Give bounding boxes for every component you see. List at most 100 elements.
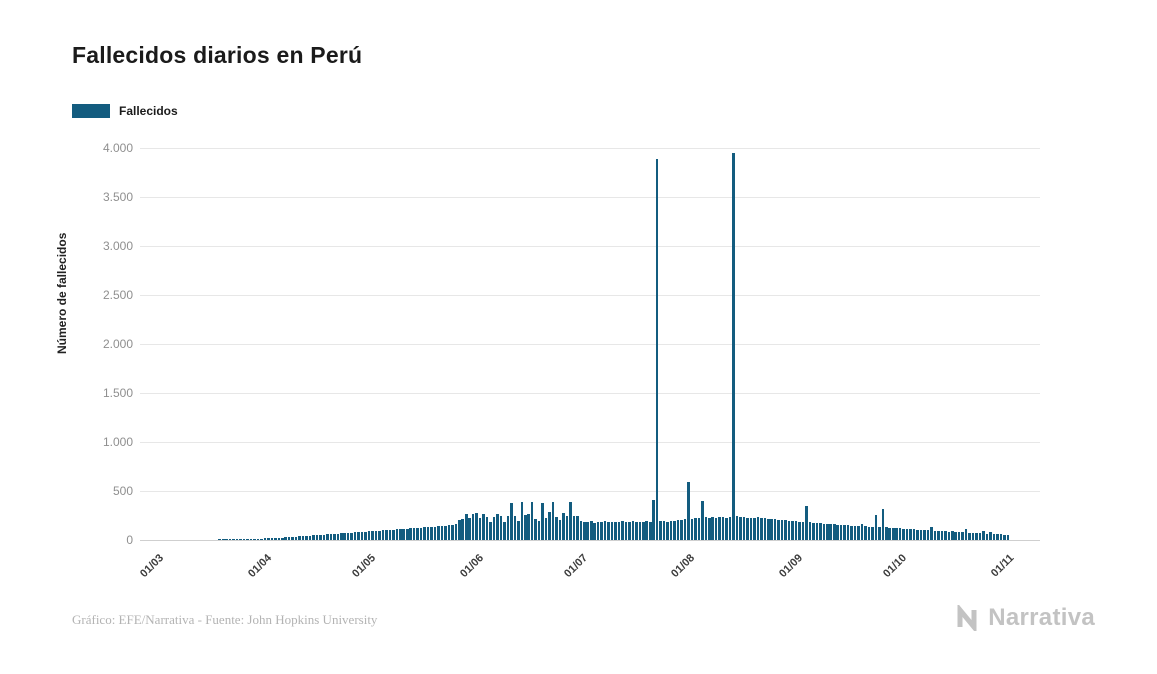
- bar[interactable]: [482, 514, 485, 540]
- bar[interactable]: [701, 500, 704, 540]
- bar[interactable]: [801, 521, 805, 540]
- bar[interactable]: [319, 534, 322, 540]
- bar[interactable]: [631, 521, 635, 540]
- bar[interactable]: [586, 521, 590, 540]
- bar[interactable]: [905, 529, 909, 540]
- bar[interactable]: [669, 521, 673, 540]
- bar[interactable]: [447, 525, 451, 540]
- bar[interactable]: [576, 515, 579, 540]
- bar[interactable]: [919, 530, 923, 540]
- bar[interactable]: [902, 528, 905, 540]
- bar[interactable]: [860, 524, 864, 540]
- bar[interactable]: [346, 532, 350, 540]
- bar[interactable]: [280, 537, 284, 540]
- bar[interactable]: [374, 530, 378, 540]
- bar[interactable]: [395, 529, 399, 540]
- bar[interactable]: [808, 522, 812, 540]
- bar[interactable]: [749, 517, 753, 540]
- bar[interactable]: [996, 534, 999, 540]
- bar[interactable]: [336, 533, 340, 540]
- bar[interactable]: [246, 539, 249, 540]
- bar[interactable]: [912, 529, 916, 540]
- bar[interactable]: [378, 530, 381, 540]
- bar[interactable]: [794, 521, 798, 540]
- bar[interactable]: [628, 521, 631, 540]
- bar[interactable]: [600, 521, 603, 540]
- bar[interactable]: [360, 531, 364, 540]
- bar[interactable]: [464, 514, 468, 540]
- bar[interactable]: [944, 531, 947, 540]
- bar[interactable]: [256, 538, 260, 540]
- bar[interactable]: [607, 521, 610, 540]
- bar[interactable]: [659, 520, 662, 540]
- bar[interactable]: [697, 517, 701, 540]
- bar[interactable]: [294, 536, 298, 540]
- bar[interactable]: [711, 517, 714, 540]
- bar[interactable]: [555, 517, 558, 540]
- bar[interactable]: [589, 521, 593, 540]
- bar[interactable]: [520, 502, 524, 540]
- bar[interactable]: [364, 531, 367, 540]
- bar[interactable]: [242, 539, 246, 540]
- bar[interactable]: [506, 516, 510, 540]
- bar[interactable]: [642, 521, 645, 540]
- bar[interactable]: [596, 522, 600, 540]
- bar[interactable]: [954, 531, 958, 540]
- bar[interactable]: [267, 538, 270, 540]
- bar[interactable]: [253, 538, 256, 540]
- bar[interactable]: [412, 528, 416, 540]
- bar[interactable]: [975, 533, 978, 540]
- bar[interactable]: [558, 520, 562, 540]
- bar[interactable]: [225, 539, 228, 540]
- bar[interactable]: [569, 502, 572, 540]
- bar[interactable]: [635, 521, 638, 540]
- bar[interactable]: [957, 532, 961, 540]
- bar[interactable]: [694, 518, 697, 540]
- bar[interactable]: [228, 539, 232, 540]
- bar[interactable]: [329, 534, 333, 540]
- bar[interactable]: [839, 524, 843, 540]
- bar[interactable]: [260, 538, 263, 540]
- bar[interactable]: [430, 526, 433, 540]
- bar[interactable]: [312, 535, 315, 540]
- bar[interactable]: [843, 525, 846, 540]
- bar[interactable]: [777, 519, 780, 540]
- bar[interactable]: [402, 529, 406, 540]
- bar[interactable]: [780, 519, 784, 540]
- bar[interactable]: [1003, 534, 1006, 540]
- bar[interactable]: [999, 534, 1003, 540]
- bar[interactable]: [645, 521, 649, 540]
- bar[interactable]: [916, 529, 919, 540]
- bar[interactable]: [572, 516, 576, 540]
- bar[interactable]: [298, 536, 301, 540]
- bar[interactable]: [478, 517, 482, 540]
- bar[interactable]: [648, 521, 652, 540]
- bar[interactable]: [787, 520, 791, 540]
- bar[interactable]: [926, 530, 930, 540]
- bar[interactable]: [274, 537, 277, 540]
- bar[interactable]: [857, 526, 860, 540]
- bar[interactable]: [322, 534, 326, 540]
- bar[interactable]: [249, 538, 253, 540]
- bar[interactable]: [339, 533, 343, 540]
- bar[interactable]: [235, 539, 239, 540]
- bar[interactable]: [534, 518, 537, 540]
- bar[interactable]: [909, 529, 912, 540]
- bar[interactable]: [707, 517, 711, 540]
- bar[interactable]: [287, 537, 291, 540]
- bar[interactable]: [475, 513, 478, 540]
- bar[interactable]: [510, 502, 513, 540]
- bar[interactable]: [1006, 534, 1010, 540]
- bar[interactable]: [864, 526, 867, 540]
- bar[interactable]: [437, 526, 440, 540]
- bar[interactable]: [454, 524, 458, 540]
- bar[interactable]: [680, 519, 683, 540]
- bar[interactable]: [714, 517, 718, 540]
- bar[interactable]: [405, 528, 409, 540]
- bar[interactable]: [551, 501, 555, 540]
- bar[interactable]: [763, 518, 767, 540]
- bar[interactable]: [301, 536, 305, 540]
- bar[interactable]: [357, 532, 360, 540]
- bar[interactable]: [773, 519, 777, 540]
- bar[interactable]: [218, 539, 222, 540]
